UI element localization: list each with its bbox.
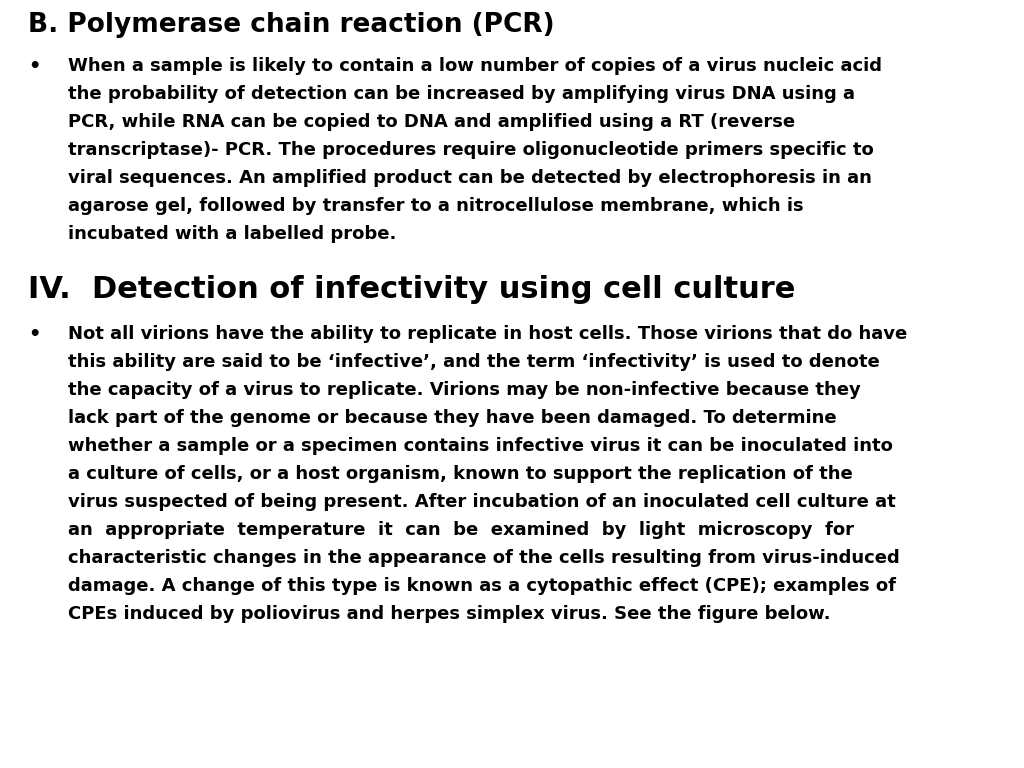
Text: transcriptase)- PCR. The procedures require oligonucleotide primers specific to: transcriptase)- PCR. The procedures requ…	[68, 141, 873, 159]
Text: the capacity of a virus to replicate. Virions may be non-infective because they: the capacity of a virus to replicate. Vi…	[68, 381, 861, 399]
Text: viral sequences. An amplified product can be detected by electrophoresis in an: viral sequences. An amplified product ca…	[68, 169, 871, 187]
Text: IV.  Detection of infectivity using cell culture: IV. Detection of infectivity using cell …	[28, 275, 796, 304]
Text: whether a sample or a specimen contains infective virus it can be inoculated int: whether a sample or a specimen contains …	[68, 437, 893, 455]
Text: characteristic changes in the appearance of the cells resulting from virus-induc: characteristic changes in the appearance…	[68, 549, 900, 567]
Text: B. Polymerase chain reaction (PCR): B. Polymerase chain reaction (PCR)	[28, 12, 555, 38]
Text: an  appropriate  temperature  it  can  be  examined  by  light  microscopy  for: an appropriate temperature it can be exa…	[68, 521, 854, 539]
Text: agarose gel, followed by transfer to a nitrocellulose membrane, which is: agarose gel, followed by transfer to a n…	[68, 197, 804, 215]
Text: •: •	[28, 57, 40, 76]
Text: this ability are said to be ‘infective’, and the term ‘infectivity’ is used to d: this ability are said to be ‘infective’,…	[68, 353, 880, 371]
Text: the probability of detection can be increased by amplifying virus DNA using a: the probability of detection can be incr…	[68, 85, 855, 103]
Text: Not all virions have the ability to replicate in host cells. Those virions that : Not all virions have the ability to repl…	[68, 325, 907, 343]
Text: lack part of the genome or because they have been damaged. To determine: lack part of the genome or because they …	[68, 409, 837, 427]
Text: PCR, while RNA can be copied to DNA and amplified using a RT (reverse: PCR, while RNA can be copied to DNA and …	[68, 113, 795, 131]
Text: incubated with a labelled probe.: incubated with a labelled probe.	[68, 225, 396, 243]
Text: •: •	[28, 325, 40, 344]
Text: When a sample is likely to contain a low number of copies of a virus nucleic aci: When a sample is likely to contain a low…	[68, 57, 882, 75]
Text: a culture of cells, or a host organism, known to support the replication of the: a culture of cells, or a host organism, …	[68, 465, 853, 483]
Text: virus suspected of being present. After incubation of an inoculated cell culture: virus suspected of being present. After …	[68, 493, 896, 511]
Text: CPEs induced by poliovirus and herpes simplex virus. See the figure below.: CPEs induced by poliovirus and herpes si…	[68, 605, 830, 623]
Text: damage. A change of this type is known as a cytopathic effect (CPE); examples of: damage. A change of this type is known a…	[68, 577, 896, 595]
